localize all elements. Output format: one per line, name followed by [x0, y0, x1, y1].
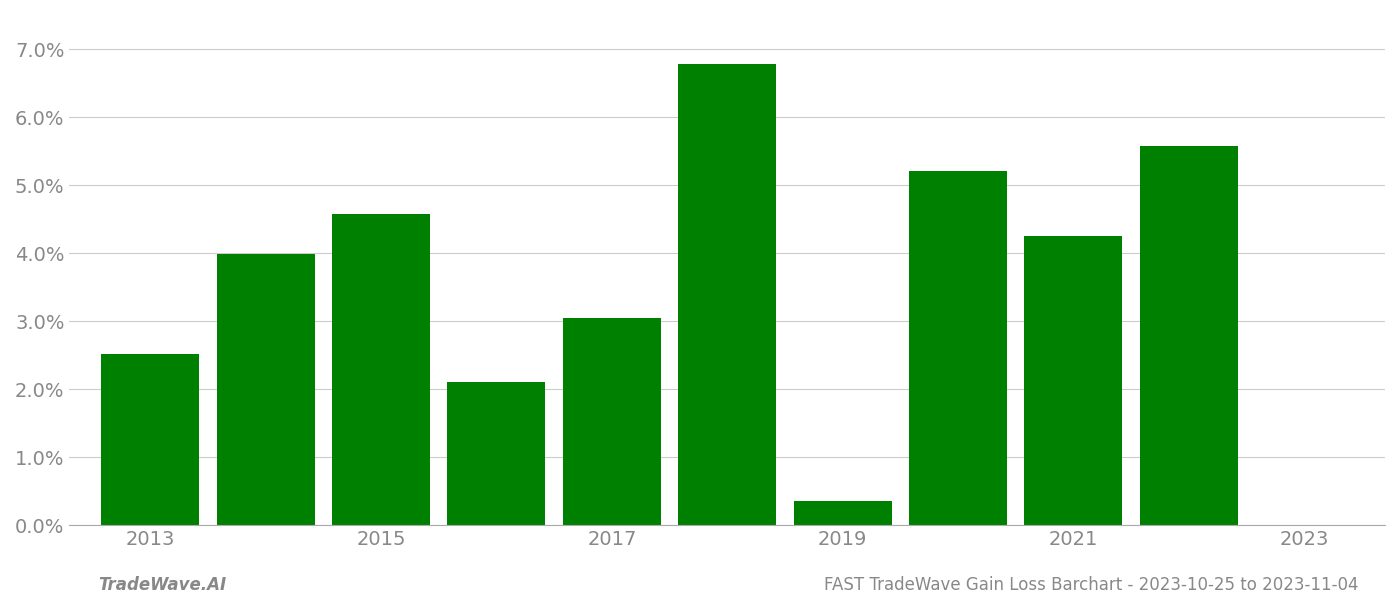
Text: FAST TradeWave Gain Loss Barchart - 2023-10-25 to 2023-11-04: FAST TradeWave Gain Loss Barchart - 2023… [823, 576, 1358, 594]
Bar [101, 355, 199, 525]
Bar [678, 64, 776, 525]
Bar [909, 171, 1007, 525]
Bar [332, 214, 430, 525]
Bar [794, 500, 892, 525]
Bar [217, 254, 315, 525]
Bar [1025, 236, 1123, 525]
Bar [563, 317, 661, 525]
Bar [448, 382, 546, 525]
Text: TradeWave.AI: TradeWave.AI [98, 576, 227, 594]
Bar [1140, 146, 1238, 525]
